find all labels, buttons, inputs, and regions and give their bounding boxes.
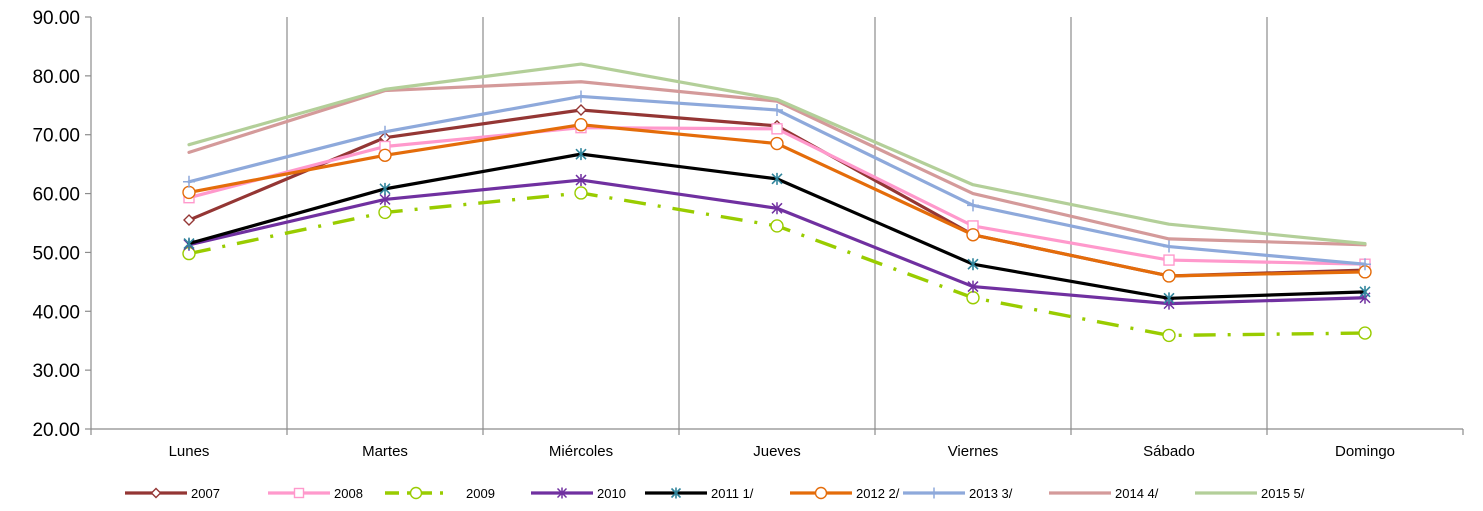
data-point (379, 125, 391, 138)
data-point (771, 123, 783, 135)
series-5 (182, 118, 1372, 283)
data-point (771, 172, 783, 185)
data-point (771, 103, 783, 116)
y-tick-label: 70.00 (32, 126, 80, 147)
legend-marker (814, 486, 828, 500)
legend-label: 2008 (334, 486, 363, 501)
x-tick-label: Jueves (753, 443, 801, 460)
data-point (574, 186, 588, 200)
y-tick-label: 30.00 (32, 361, 80, 382)
data-point (967, 258, 979, 271)
legend-marker (556, 487, 568, 499)
data-point (1359, 258, 1371, 271)
y-tick-label: 20.00 (32, 420, 80, 441)
series-4 (183, 148, 1371, 305)
data-point (183, 237, 195, 250)
series-2 (182, 186, 1372, 343)
legend-label: 2009 (466, 486, 495, 501)
data-point (378, 148, 392, 163)
data-point (1163, 240, 1175, 253)
y-tick-label: 50.00 (32, 243, 80, 264)
legend-marker (928, 487, 940, 499)
data-point (1162, 328, 1176, 343)
legend-item: 2014 4/ (1049, 486, 1159, 501)
x-tick-label: Miércoles (549, 443, 613, 460)
data-point (575, 90, 587, 103)
data-point (1358, 326, 1372, 340)
data-point (575, 174, 587, 187)
data-point (574, 118, 588, 132)
legend-item: 2010 (531, 486, 626, 501)
axis-layer: 20.00 30.00 40.00 50.00 60.00 70.00 80.00 90.00… (32, 8, 1464, 460)
data-point (182, 185, 196, 200)
series-6 (183, 90, 1371, 271)
data-point (770, 219, 784, 233)
data-point (1163, 292, 1175, 305)
legend-item: 2015 5/ (1195, 486, 1305, 501)
legend-label: 2015 5/ (1261, 486, 1305, 501)
legend-item: 2007 (125, 486, 220, 501)
data-point (967, 280, 979, 293)
data-point (1162, 269, 1176, 283)
series-line (187, 62, 1367, 246)
x-tick-label: Lunes (169, 443, 210, 460)
legend-marker (293, 487, 305, 499)
series-line (188, 191, 1366, 338)
data-point (378, 205, 392, 220)
y-tick-label: 80.00 (32, 67, 80, 88)
data-point (771, 202, 783, 215)
legend-item: 2013 3/ (903, 486, 1013, 501)
legend-label: 2014 4/ (1115, 486, 1159, 501)
legend-label: 2011 1/ (711, 486, 754, 501)
y-tick-label: 60.00 (32, 185, 80, 206)
data-point (967, 199, 979, 212)
data-point (183, 175, 195, 188)
x-tick-label: Domingo (1335, 443, 1395, 460)
data-point (379, 182, 391, 195)
legend-item: 2009 (385, 486, 495, 501)
data-point (1359, 285, 1371, 298)
series-line (187, 178, 1367, 306)
legend-marker (409, 486, 423, 500)
series-8 (187, 62, 1367, 246)
x-tick-label: Viernes (948, 443, 999, 460)
data-point (1163, 254, 1175, 266)
data-point (183, 214, 195, 227)
data-point (575, 104, 587, 116)
legend-label: 2007 (191, 486, 220, 501)
series-layer (182, 62, 1372, 343)
y-tick-label: 90.00 (32, 8, 80, 29)
data-point (379, 193, 391, 206)
legend-marker (670, 487, 682, 499)
legend-item: 2008 (268, 486, 363, 501)
legend-label: 2010 (597, 486, 626, 501)
legend-item: 2011 1/ (645, 486, 754, 501)
legend: 2007 2008 2009 2010 2011 1/2012 2/2013 3/201… (125, 486, 1305, 501)
data-point (966, 228, 980, 242)
legend-item: 2012 2/ (790, 486, 900, 501)
y-tick-label: 40.00 (32, 302, 80, 323)
x-tick-label: Sábado (1143, 443, 1195, 460)
legend-label: 2012 2/ (856, 486, 900, 501)
data-point (770, 136, 784, 151)
legend-marker (150, 487, 162, 499)
legend-label: 2013 3/ (969, 486, 1013, 501)
x-tick-label: Martes (362, 443, 408, 460)
data-point (966, 291, 980, 305)
data-point (575, 148, 587, 161)
